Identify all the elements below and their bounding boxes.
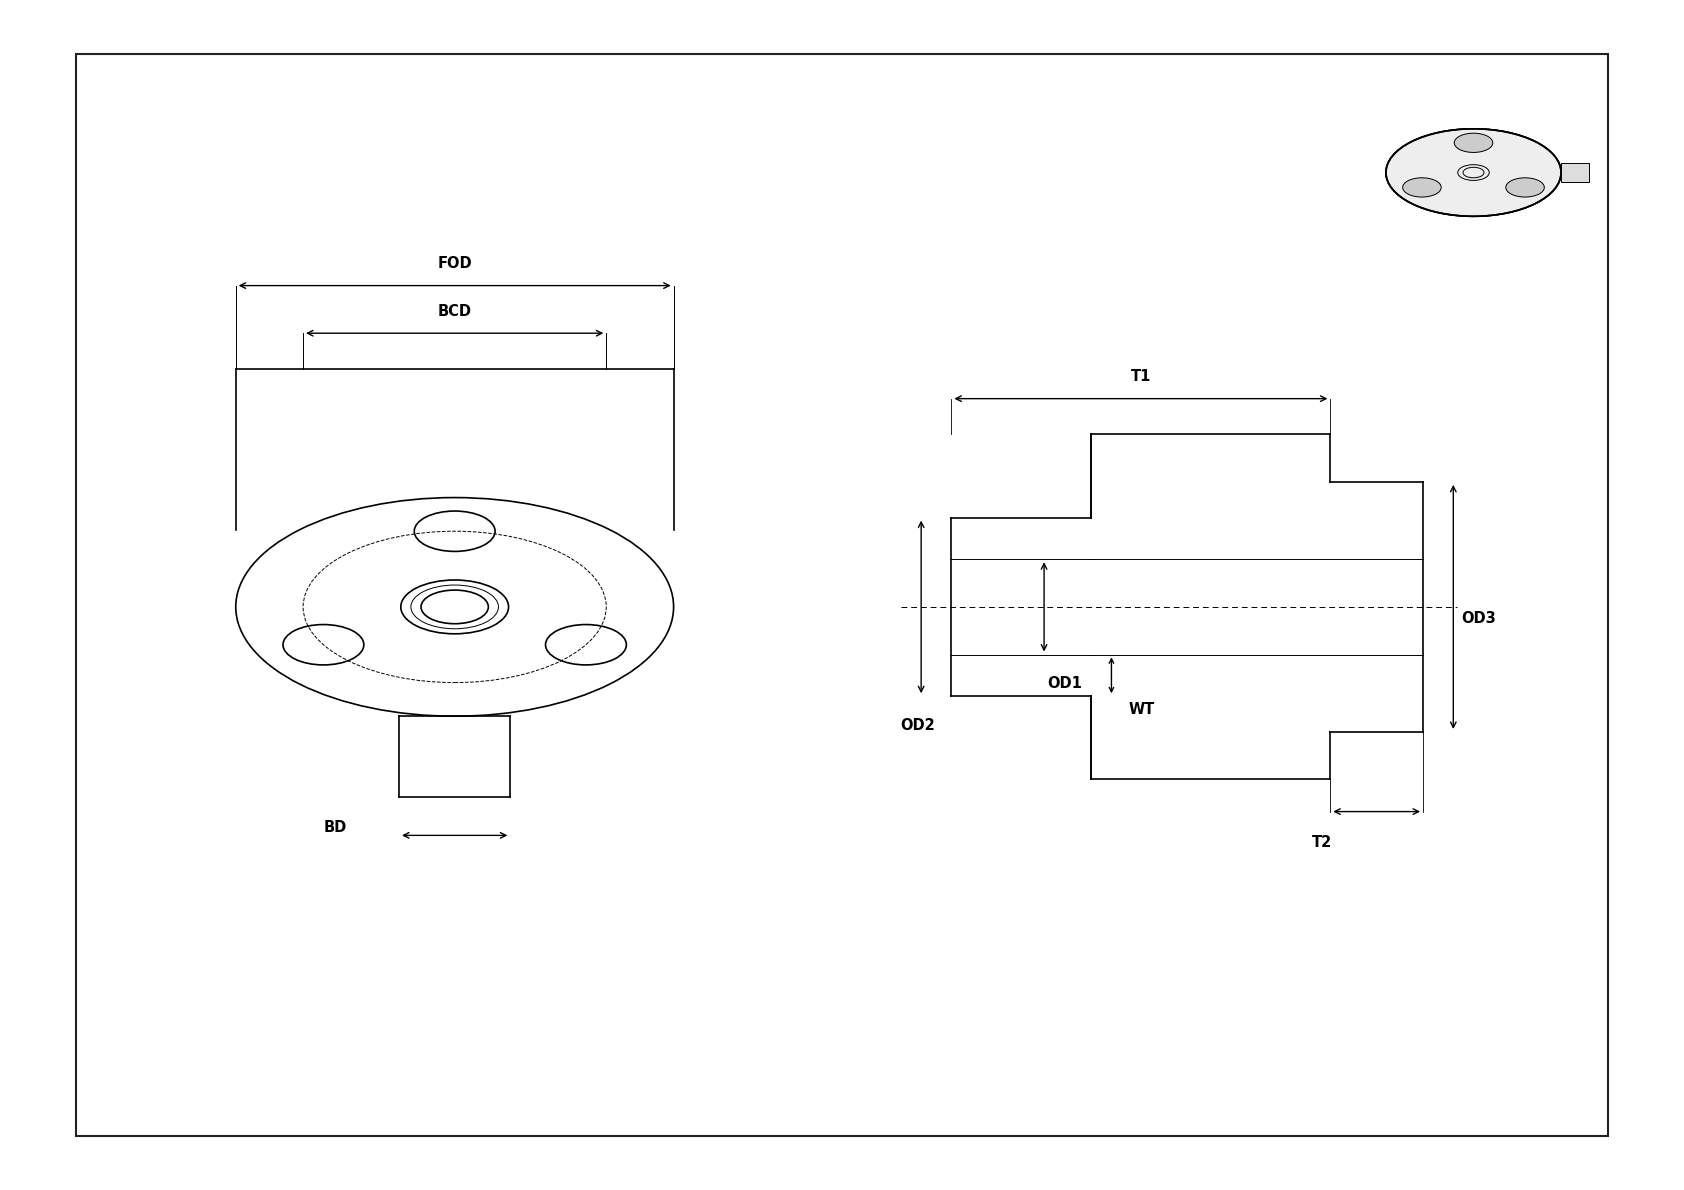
Ellipse shape [1386, 129, 1561, 217]
Text: T1: T1 [1130, 369, 1152, 384]
Text: OD1: OD1 [1047, 676, 1083, 691]
Text: T2: T2 [1312, 835, 1332, 851]
Text: FOD: FOD [438, 256, 472, 271]
Ellipse shape [1403, 177, 1442, 198]
Text: OD2: OD2 [901, 718, 935, 733]
Ellipse shape [1455, 133, 1492, 152]
Ellipse shape [1505, 177, 1544, 198]
Text: BD: BD [323, 820, 347, 834]
Text: WT: WT [1128, 702, 1155, 718]
Bar [1561, 163, 1590, 182]
Text: OD3: OD3 [1462, 612, 1497, 626]
Text: BCD: BCD [438, 303, 472, 319]
